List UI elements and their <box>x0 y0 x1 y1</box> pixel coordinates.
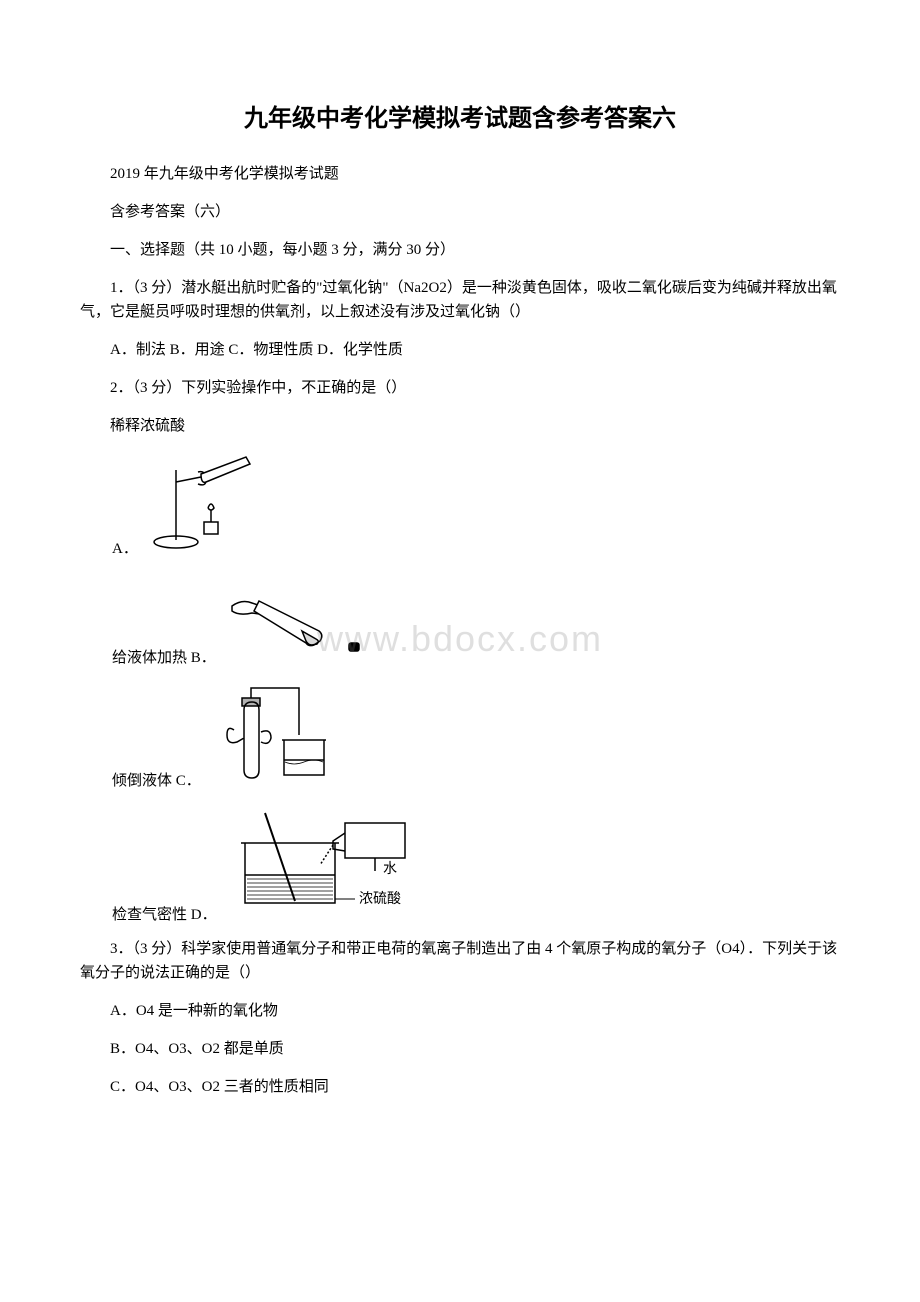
page-title: 九年级中考化学模拟考试题含参考答案六 <box>80 100 840 138</box>
question-2: 2．（3 分）下列实验操作中，不正确的是（） <box>80 376 840 400</box>
option-d-label: 检查气密性 D． <box>112 903 217 927</box>
question-3-option-a: A．O4 是一种新的氧化物 <box>80 999 840 1023</box>
question-1-options: A．制法 B．用途 C．物理性质 D．化学性质 <box>80 338 840 362</box>
diagram-b <box>224 571 374 670</box>
option-d-row: 检查气密性 D． <box>80 803 840 927</box>
option-b-row: 给液体加热 B． <box>80 571 840 670</box>
option-a-label: A． <box>112 537 138 561</box>
question-1: 1．（3 分）潜水艇出航时贮备的"过氧化钠"（Na2O2）是一种淡黄色固体，吸收… <box>80 276 840 324</box>
diagram-d: 水 浓硫酸 <box>225 803 465 927</box>
d-acid-label: 浓硫酸 <box>359 891 401 907</box>
section-header: 一、选择题（共 10 小题，每小题 3 分，满分 30 分） <box>80 238 840 262</box>
question-2-prefix: 稀释浓硫酸 <box>80 414 840 438</box>
subtitle-answer: 含参考答案（六） <box>80 200 840 224</box>
d-water-label: 水 <box>383 861 397 877</box>
diagram-c <box>209 680 349 794</box>
option-c-row: 倾倒液体 C． <box>80 680 840 794</box>
question-3-option-c: C．O4、O3、O2 三者的性质相同 <box>80 1075 840 1099</box>
option-c-label: 倾倒液体 C． <box>112 769 201 793</box>
option-b-label: 给液体加热 B． <box>112 646 216 670</box>
diagram-a <box>146 452 256 561</box>
question-3-option-b: B．O4、O3、O2 都是单质 <box>80 1037 840 1061</box>
subtitle-year: 2019 年九年级中考化学模拟考试题 <box>80 162 840 186</box>
question-3: 3．（3 分）科学家使用普通氧分子和带正电荷的氧离子制造出了由 4 个氧原子构成… <box>80 937 840 985</box>
option-a-row: A． <box>80 452 840 561</box>
